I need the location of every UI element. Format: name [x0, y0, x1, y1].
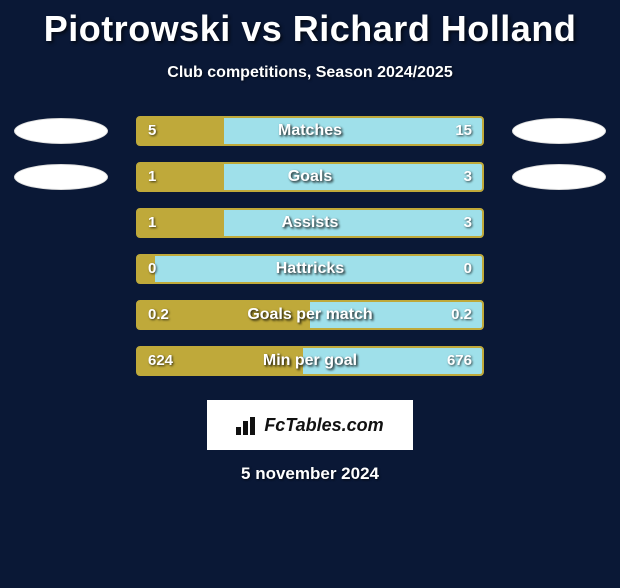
stat-bar-left-fill [138, 302, 310, 328]
stat-row: Matches515 [0, 116, 620, 146]
stat-bar: Goals per match0.20.2 [136, 300, 484, 330]
player-right-badge [512, 118, 606, 144]
page-title: Piotrowski vs Richard Holland [0, 8, 620, 50]
comparison-chart: Matches515 Goals13 Assists13 Hattricks00 Goa… [0, 116, 620, 386]
stat-bar-left-fill [138, 118, 224, 144]
player-left-badge [14, 164, 108, 190]
stat-value-right: 676 [447, 348, 472, 374]
stat-value-right: 3 [464, 210, 472, 236]
stat-value-right: 0.2 [451, 302, 472, 328]
stat-bar: Matches515 [136, 116, 484, 146]
stat-value-right: 15 [455, 118, 472, 144]
brand-badge: FcTables.com [207, 400, 413, 450]
stat-bar-left-fill [138, 256, 155, 282]
stat-bar: Min per goal624676 [136, 346, 484, 376]
stat-bar-left-fill [138, 210, 224, 236]
stat-bar-left-fill [138, 164, 224, 190]
stat-bar: Hattricks00 [136, 254, 484, 284]
stat-bar: Assists13 [136, 208, 484, 238]
stat-row: Assists13 [0, 208, 620, 238]
stat-row: Min per goal624676 [0, 346, 620, 376]
stat-bar-left-fill [138, 348, 303, 374]
stat-row: Goals per match0.20.2 [0, 300, 620, 330]
stat-value-right: 0 [464, 256, 472, 282]
player-left-badge [14, 118, 108, 144]
stat-row: Goals13 [0, 162, 620, 192]
player-right-badge [512, 164, 606, 190]
stat-row: Hattricks00 [0, 254, 620, 284]
page-subtitle: Club competitions, Season 2024/2025 [0, 64, 620, 82]
brand-text: FcTables.com [264, 415, 383, 436]
bar-chart-icon [236, 415, 258, 435]
stat-bar: Goals13 [136, 162, 484, 192]
stat-label: Hattricks [138, 256, 482, 282]
stat-value-right: 3 [464, 164, 472, 190]
date-text: 5 november 2024 [0, 464, 620, 484]
